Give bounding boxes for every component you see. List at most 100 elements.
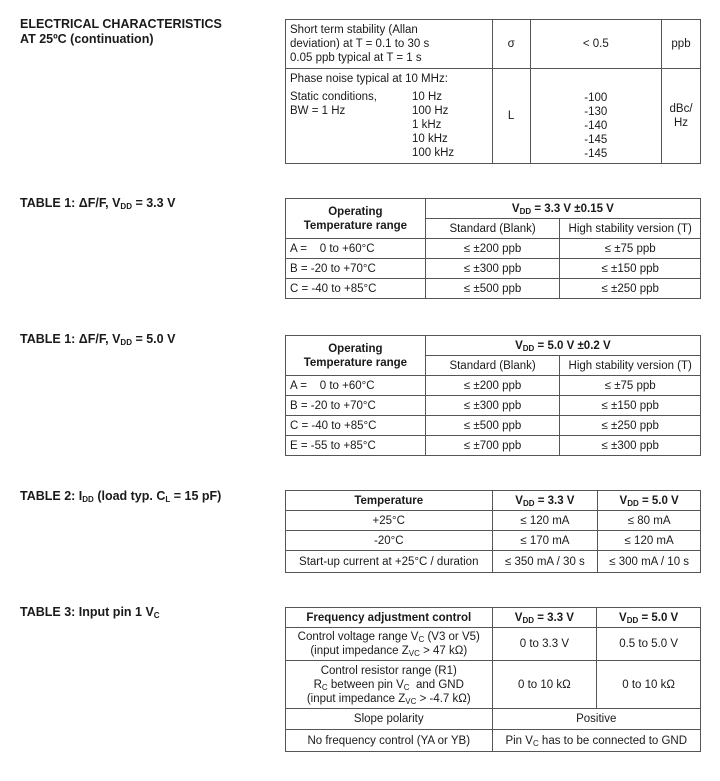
text: Hz [673,117,689,129]
phase-noise-param: Phase noise typical at 10 MHz: Static co… [285,68,493,164]
table-cell: ≤ ±200 ppb [424,238,561,259]
table-cell: ≤ ±200 ppb [424,375,561,396]
table1a: Operating Temperature range VDD = 3.3 V ±… [285,198,702,299]
text: = 15 pF) [170,489,222,503]
table-cell: ≤ ±500 ppb [424,278,561,299]
header-high-stability: High stability version (T) [559,355,701,376]
table-cell: ≤ ±75 ppb [559,238,701,259]
table-row: +25°C ≤ 120 mA ≤ 80 mA [285,510,701,531]
table-cell: ≤ 120 mA [597,530,701,551]
table-cell: ≤ ±700 ppb [424,435,561,456]
table-row: No frequency control (YA or YB) Pin VC ha… [285,729,702,752]
table-cell: ≤ ±75 ppb [559,375,701,396]
stability-row: Short term stability (Allan deviation) at… [285,19,701,69]
top-characteristics-table: Short term stability (Allan deviation) at… [285,19,701,164]
table-cell: ≤ 300 mA / 10 s [597,550,701,573]
table-cell: ≤ 170 mA [491,530,599,551]
table-cell: B = -20 to +70°C [285,395,426,416]
text: Static conditions, BW = 1 Hz [290,90,412,160]
text: DD [120,202,132,211]
table-cell: 0 to 10 kΩ [596,660,701,709]
table1b-label: TABLE 1: ΔF/F, VDD = 5.0 V [20,332,175,347]
text: 10 kHz [412,133,448,145]
table-cell: 0 to 10 kΩ [491,660,598,709]
text: DD [522,498,535,508]
table-row: -20°C ≤ 170 mA ≤ 120 mA [285,530,701,551]
text: DD [522,343,535,353]
text: = 5.0 V [638,611,679,624]
text: (input impedance Z [306,692,406,705]
table2: Temperature VDD = 3.3 V VDD = 5.0 V +25°… [285,490,701,573]
table-row: Control voltage range VC (V3 or V5) (inpu… [285,627,701,661]
header-operating: Operating Temperature range [285,335,426,376]
header-freq-control: Frequency adjustment control [285,607,493,628]
text: -140 [584,120,608,132]
header-vdd-50: VDD = 5.0 V [597,490,701,511]
phase-noise-row: Phase noise typical at 10 MHz: Static co… [285,68,701,164]
text: = 3.3 V [534,494,575,507]
table-cell: Start-up current at +25°C / duration [285,550,493,573]
text: Temperature range [303,219,408,232]
text: = 5.0 V ±0.2 V [534,339,611,352]
text: 10 Hz 100 Hz 1 kHz 10 kHz 100 kHz [412,90,454,160]
text: = 5.0 V [638,494,679,507]
table-cell: Control resistor range (R1) RC between pi… [285,660,493,709]
text: 100 Hz [412,105,449,117]
text: V [619,494,628,507]
text: = 3.3 V [534,611,574,624]
text: C [418,635,425,644]
text: and GND [409,678,464,691]
stability-symbol: σ [491,19,531,69]
table-cell: Slope polarity [285,708,493,730]
text: DD [522,615,535,625]
text: TABLE 2: I [20,489,83,503]
text: VC [408,649,420,658]
table-row: A = 0 to +60°C ≤ ±200 ppb ≤ ±75 ppb [285,238,701,259]
text: Phase noise typical at 10 MHz: [290,73,448,85]
text: -130 [584,106,608,118]
text: > 47 kΩ) [419,645,468,657]
text: Operating [328,205,383,218]
table-cell: Positive [491,708,702,730]
text: C [532,738,539,748]
text: = 3.3 V [131,196,176,210]
text: V [515,494,523,507]
header-operating: Operating Temperature range [285,198,426,239]
table1b: Operating Temperature range VDD = 5.0 V ±… [285,335,702,456]
stability-value: < 0.5 [529,19,663,69]
text: Pin V [505,734,533,747]
text: Short term stability (Allan [290,24,418,36]
text: Static conditions, BW = 1 Hz 10 Hz 100 Hz 1… [290,90,488,160]
table-cell: C = -40 to +85°C [285,278,426,299]
table-cell: ≤ 80 mA [597,510,701,531]
table-row: Slope polarity Positive [285,708,702,730]
text: has to be connected to GND [538,734,688,747]
text: -100 [584,92,608,104]
table-row: B = -20 to +70°C ≤ ±300 ppb ≤ ±150 ppb [285,258,701,279]
table-cell: A = 0 to +60°C [285,375,426,396]
header-standard: Standard (Blank) [424,218,561,239]
table-cell: E = -55 to +85°C [285,435,426,456]
table-cell: -20°C [285,530,493,551]
table-cell: 0 to 3.3 V [491,627,598,661]
table-row: C = -40 to +85°C ≤ ±500 ppb ≤ ±250 ppb [285,278,701,299]
table-cell: No frequency control (YA or YB) [285,729,493,752]
table-cell: 0.5 to 5.0 V [596,627,701,661]
table3: Frequency adjustment control VDD = 3.3 V… [285,607,702,752]
table-cell: ≤ ±150 ppb [559,258,701,279]
text: Operating [328,342,383,355]
table-cell: ≤ 350 mA / 30 s [491,550,599,573]
text: (V3 or V5) [424,631,480,643]
text: (load typ. C [93,489,166,503]
text: DD [519,206,532,216]
header-temperature: Temperature [285,490,493,511]
table-row: Start-up current at +25°C / duration ≤ 35… [285,550,701,573]
text: > -4.7 kΩ) [416,692,471,705]
stability-unit: ppb [661,19,701,69]
table-cell: Pin VC has to be connected to GND [491,729,702,752]
table-cell: C = -40 to +85°C [285,415,426,436]
table-cell: +25°C [285,510,493,531]
text: DD [627,498,639,508]
table-cell: ≤ ±250 ppb [559,278,701,299]
text: V [514,611,523,624]
